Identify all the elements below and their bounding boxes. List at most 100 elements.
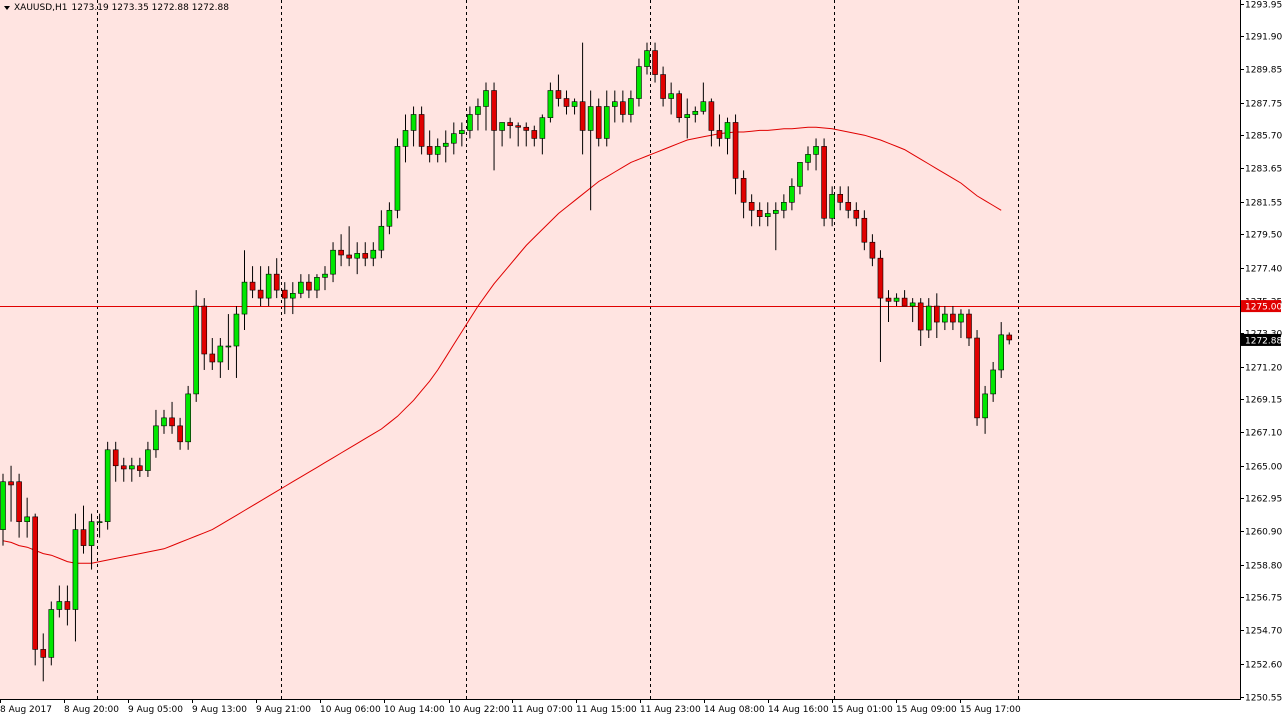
candle[interactable] xyxy=(475,98,481,131)
candle[interactable] xyxy=(306,274,312,299)
candle[interactable] xyxy=(966,309,972,347)
candle[interactable] xyxy=(837,186,844,211)
candle[interactable] xyxy=(555,74,562,107)
candle[interactable] xyxy=(925,298,932,339)
candle[interactable] xyxy=(628,90,634,123)
candle[interactable] xyxy=(789,178,795,211)
candle[interactable] xyxy=(813,138,819,171)
candle[interactable] xyxy=(217,338,224,378)
candle[interactable] xyxy=(378,210,385,259)
candle[interactable] xyxy=(636,58,642,107)
candle[interactable] xyxy=(531,125,538,147)
candle[interactable] xyxy=(499,122,505,147)
candle[interactable] xyxy=(571,98,578,115)
candle[interactable] xyxy=(410,106,417,147)
candle[interactable] xyxy=(990,361,996,402)
candle[interactable] xyxy=(225,314,232,370)
dropdown-triangle-icon[interactable] xyxy=(4,5,10,10)
candle[interactable] xyxy=(507,117,513,139)
candle[interactable] xyxy=(515,122,522,147)
candle[interactable] xyxy=(603,90,610,147)
candle[interactable] xyxy=(620,90,626,123)
candle[interactable] xyxy=(370,242,377,267)
candle[interactable] xyxy=(289,282,296,315)
candle[interactable] xyxy=(72,513,79,642)
candle[interactable] xyxy=(861,210,868,251)
candle[interactable] xyxy=(161,409,167,434)
candle[interactable] xyxy=(917,298,924,347)
candle[interactable] xyxy=(193,290,199,402)
candle[interactable] xyxy=(56,585,63,618)
candle[interactable] xyxy=(32,513,39,666)
candle[interactable] xyxy=(177,417,183,450)
candle[interactable] xyxy=(877,250,884,362)
candle[interactable] xyxy=(418,106,425,155)
candle[interactable] xyxy=(402,114,409,163)
candle[interactable] xyxy=(96,513,103,538)
candle[interactable] xyxy=(346,226,352,267)
candle[interactable] xyxy=(281,282,288,315)
candle[interactable] xyxy=(491,82,497,171)
candle[interactable] xyxy=(740,170,747,219)
candle[interactable] xyxy=(64,585,71,626)
candle[interactable] xyxy=(209,338,216,370)
candle[interactable] xyxy=(450,122,457,155)
candle[interactable] xyxy=(781,194,787,219)
candle[interactable] xyxy=(587,90,594,211)
candle[interactable] xyxy=(563,90,570,115)
candle[interactable] xyxy=(257,266,264,307)
candle[interactable] xyxy=(40,633,47,682)
candle[interactable] xyxy=(88,513,95,570)
candle[interactable] xyxy=(467,106,473,139)
candle[interactable] xyxy=(153,409,159,458)
candle[interactable] xyxy=(330,242,336,283)
candle[interactable] xyxy=(764,202,771,227)
candle[interactable] xyxy=(748,194,755,227)
candle[interactable] xyxy=(145,441,151,477)
candle[interactable] xyxy=(120,457,127,482)
candle[interactable] xyxy=(265,266,272,307)
candle[interactable] xyxy=(684,98,691,139)
candle[interactable] xyxy=(958,309,964,339)
candle[interactable] xyxy=(595,98,602,147)
candle[interactable] xyxy=(137,457,143,477)
candle[interactable] xyxy=(201,298,208,370)
candle[interactable] xyxy=(434,138,441,163)
candle[interactable] xyxy=(129,457,135,482)
candle[interactable] xyxy=(644,42,650,75)
candle[interactable] xyxy=(716,114,723,147)
candle[interactable] xyxy=(901,290,908,307)
candle[interactable] xyxy=(732,114,739,195)
candle[interactable] xyxy=(869,234,876,267)
candle[interactable] xyxy=(233,306,240,378)
candle[interactable] xyxy=(24,497,30,538)
candle[interactable] xyxy=(708,98,715,147)
candle[interactable] xyxy=(539,114,546,155)
candle[interactable] xyxy=(338,234,344,267)
candle[interactable] xyxy=(426,130,433,163)
candle[interactable] xyxy=(241,250,248,331)
candle[interactable] xyxy=(829,186,835,227)
candle[interactable] xyxy=(273,258,280,299)
candle[interactable] xyxy=(0,473,6,546)
candle[interactable] xyxy=(845,186,852,219)
candle[interactable] xyxy=(756,202,763,227)
candle[interactable] xyxy=(523,122,530,147)
candle[interactable] xyxy=(249,266,256,299)
candle[interactable] xyxy=(652,42,658,83)
candle[interactable] xyxy=(668,82,674,115)
candle[interactable] xyxy=(909,298,916,323)
candle[interactable] xyxy=(314,274,320,299)
candle[interactable] xyxy=(998,322,1005,378)
candle[interactable] xyxy=(362,242,369,267)
candle[interactable] xyxy=(676,90,683,123)
candle[interactable] xyxy=(853,202,860,227)
candle[interactable] xyxy=(772,202,779,251)
candle[interactable] xyxy=(442,130,449,163)
candle[interactable] xyxy=(700,82,707,115)
candle[interactable] xyxy=(48,601,55,666)
candle[interactable] xyxy=(386,202,393,235)
candle[interactable] xyxy=(1006,332,1013,345)
candle[interactable] xyxy=(982,385,988,434)
